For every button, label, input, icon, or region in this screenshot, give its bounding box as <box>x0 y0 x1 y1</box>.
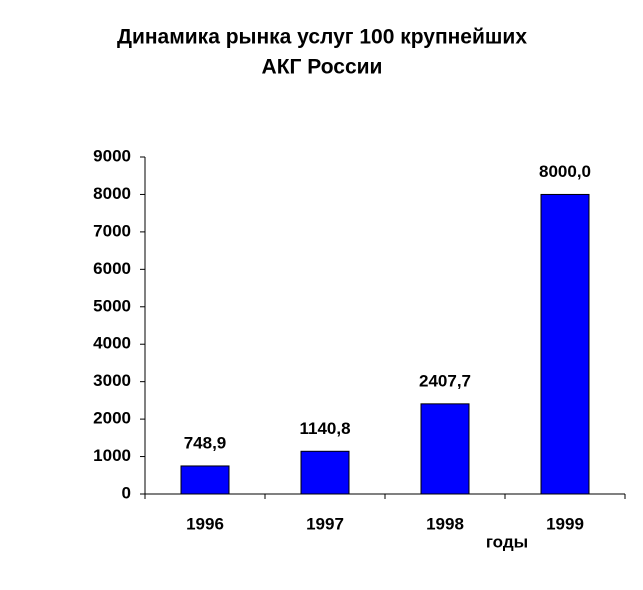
y-tick-label: 2000 <box>93 409 131 428</box>
chart-title: Динамика рынка услуг 100 крупнейших <box>117 26 527 49</box>
x-tick-label: 1996 <box>186 514 224 533</box>
bar <box>540 193 590 495</box>
x-axis-label: годы <box>486 532 528 551</box>
y-tick-label: 5000 <box>93 296 131 315</box>
y-tick-label: 3000 <box>93 371 131 390</box>
bar <box>180 465 230 495</box>
bar <box>420 403 470 495</box>
value-label: 8000,0 <box>539 162 591 181</box>
bar <box>300 450 350 495</box>
x-tick-label: 1997 <box>306 514 344 533</box>
y-tick-label: 8000 <box>93 184 131 203</box>
value-label: 2407,7 <box>419 371 471 390</box>
x-tick-label: 1998 <box>426 514 464 533</box>
y-tick-label: 7000 <box>93 221 131 240</box>
value-label: 1140,8 <box>299 419 350 438</box>
value-label: 748,9 <box>184 433 227 452</box>
chart-title: АКГ России <box>262 56 383 79</box>
y-tick-label: 0 <box>122 483 131 502</box>
y-tick-label: 9000 <box>93 146 131 165</box>
y-tick-label: 1000 <box>93 446 131 465</box>
y-tick-label: 6000 <box>93 259 131 278</box>
y-tick-label: 4000 <box>93 334 131 353</box>
x-tick-label: 1999 <box>546 514 584 533</box>
